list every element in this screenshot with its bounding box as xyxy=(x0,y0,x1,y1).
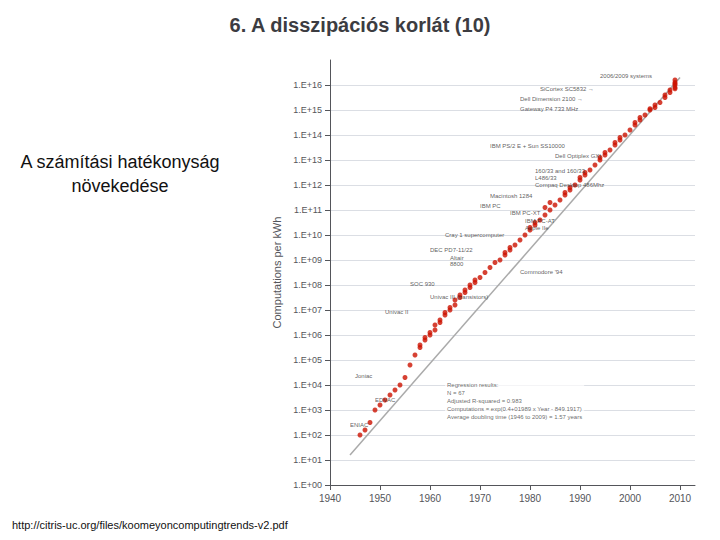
svg-text:Macintosh 1284: Macintosh 1284 xyxy=(490,193,533,199)
svg-text:EDVAC: EDVAC xyxy=(375,397,396,403)
svg-text:IBM PC-XT: IBM PC-XT xyxy=(510,210,541,216)
svg-text:6. A disszipációs korlát (10): 6. A disszipációs korlát (10) xyxy=(230,14,491,36)
svg-text:Commodore '94: Commodore '94 xyxy=(520,269,563,275)
svg-text:http://citris-uc.org/files/koo: http://citris-uc.org/files/koomeyoncompu… xyxy=(12,519,289,531)
svg-text:Gateway P4 733 MHz: Gateway P4 733 MHz xyxy=(520,106,578,112)
svg-text:Compaq Desktop 486Mhz: Compaq Desktop 486Mhz xyxy=(535,182,604,188)
svg-text:Univac II: Univac II xyxy=(385,309,409,315)
svg-text:növekedése: növekedése xyxy=(72,176,169,196)
svg-text:160/33 and 160/33: 160/33 and 160/33 xyxy=(535,168,586,174)
svg-text:1980: 1980 xyxy=(519,493,542,504)
svg-text:1990: 1990 xyxy=(569,493,592,504)
svg-text:SiCortex SC5832 →: SiCortex SC5832 → xyxy=(540,86,594,92)
svg-text:1.E+00: 1.E+00 xyxy=(293,480,322,490)
svg-text:IBM PC: IBM PC xyxy=(480,203,501,209)
svg-text:1.E+10: 1.E+10 xyxy=(293,230,322,240)
svg-text:IBM PC-AT: IBM PC-AT xyxy=(525,218,555,224)
svg-text:1.E+02: 1.E+02 xyxy=(293,430,322,440)
svg-text:IBM PS/2 E + Sun SS10000: IBM PS/2 E + Sun SS10000 xyxy=(490,143,566,149)
svg-text:Apple IIe: Apple IIe xyxy=(525,225,549,231)
svg-text:ENIAC: ENIAC xyxy=(350,422,369,428)
svg-text:1.E+01: 1.E+01 xyxy=(293,455,322,465)
svg-text:A számítási hatékonyság: A számítási hatékonyság xyxy=(20,152,219,172)
svg-text:1.E+08: 1.E+08 xyxy=(293,280,322,290)
svg-text:1940: 1940 xyxy=(319,493,342,504)
svg-text:1.E+04: 1.E+04 xyxy=(293,380,322,390)
svg-text:1950: 1950 xyxy=(369,493,392,504)
svg-text:1.E+06: 1.E+06 xyxy=(293,330,322,340)
svg-text:DEC PD7-11/22: DEC PD7-11/22 xyxy=(430,247,473,253)
svg-text:Adjusted R-squared = 0.983: Adjusted R-squared = 0.983 xyxy=(447,398,523,404)
svg-text:1960: 1960 xyxy=(419,493,442,504)
svg-text:1.E+07: 1.E+07 xyxy=(293,305,322,315)
svg-text:Regression results:: Regression results: xyxy=(447,382,499,388)
svg-text:1.E+11: 1.E+11 xyxy=(294,205,322,215)
svg-text:Dell Dimension 2100 →: Dell Dimension 2100 → xyxy=(520,96,583,102)
svg-text:1.E+16: 1.E+16 xyxy=(293,80,322,90)
svg-text:N = 67: N = 67 xyxy=(447,390,466,396)
svg-text:2000: 2000 xyxy=(619,493,642,504)
svg-text:2010: 2010 xyxy=(669,493,692,504)
svg-text:1.E+13: 1.E+13 xyxy=(293,155,322,165)
svg-text:1.E+12: 1.E+12 xyxy=(293,180,322,190)
svg-text:2006/2009 systems: 2006/2009 systems xyxy=(600,73,652,79)
svg-text:SOC 930: SOC 930 xyxy=(410,281,435,287)
svg-text:Univac III (transistors): Univac III (transistors) xyxy=(430,294,488,300)
svg-text:Average doubling time (1946 to: Average doubling time (1946 to 2009) = 1… xyxy=(447,414,582,420)
svg-text:Cray 1 supercomputer: Cray 1 supercomputer xyxy=(445,232,504,238)
svg-text:Dell Optiplex GXI: Dell Optiplex GXI xyxy=(555,153,601,159)
svg-text:1.E+14: 1.E+14 xyxy=(293,130,322,140)
svg-text:1.E+03: 1.E+03 xyxy=(293,405,322,415)
svg-text:8800: 8800 xyxy=(450,261,464,267)
svg-text:Computations per kWh: Computations per kWh xyxy=(271,217,283,329)
svg-text:1.E+15: 1.E+15 xyxy=(293,105,322,115)
svg-text:Computations = exp(0.4+01989 x: Computations = exp(0.4+01989 x Year - 84… xyxy=(447,406,582,412)
svg-text:1970: 1970 xyxy=(469,493,492,504)
svg-text:Joniac: Joniac xyxy=(355,373,372,379)
svg-text:1.E+09: 1.E+09 xyxy=(293,255,322,265)
svg-text:L486/33: L486/33 xyxy=(535,175,557,181)
svg-text:1.E+05: 1.E+05 xyxy=(293,355,322,365)
svg-text:Altair: Altair xyxy=(450,255,464,261)
